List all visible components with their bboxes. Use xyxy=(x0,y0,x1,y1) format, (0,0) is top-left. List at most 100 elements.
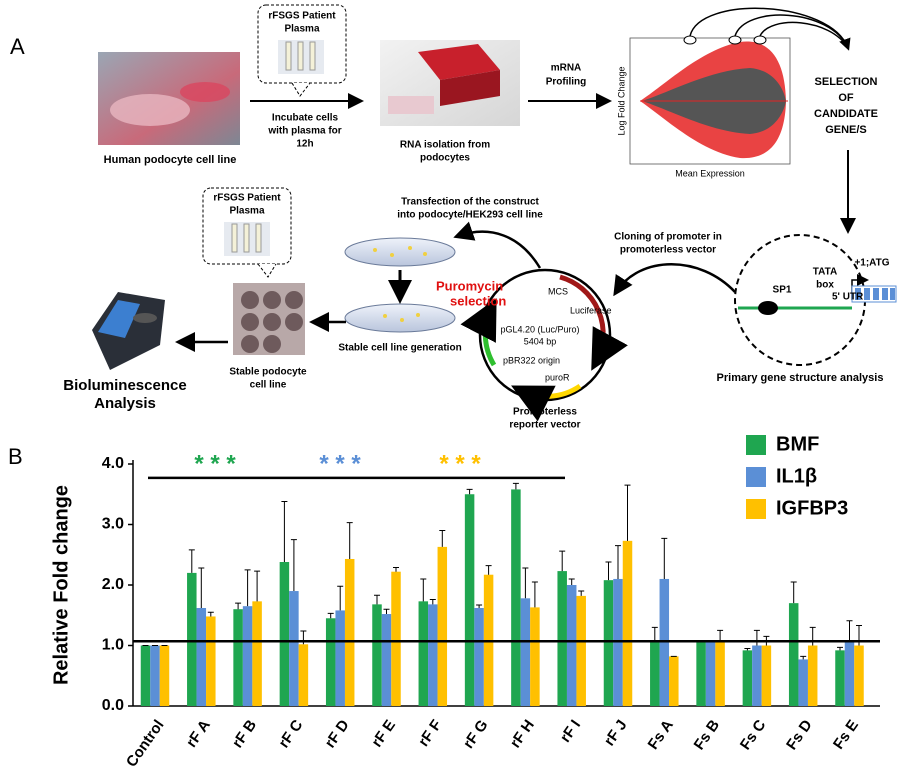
axis-label: Log Fold Change xyxy=(616,66,626,135)
puro-arc xyxy=(511,383,582,422)
plasmid-text: Luciferase xyxy=(570,305,612,315)
bar xyxy=(788,603,799,706)
step-text: GENE/S xyxy=(825,124,867,136)
step-text: promoterless vector xyxy=(620,245,716,256)
bar xyxy=(752,645,762,706)
bar xyxy=(279,562,290,706)
step-text: OF xyxy=(838,92,854,104)
error-bar xyxy=(753,629,760,646)
error-bar xyxy=(624,484,631,541)
bar xyxy=(622,540,633,706)
bar xyxy=(715,642,725,706)
error-bar xyxy=(466,488,473,495)
caption: Stable cell line generation xyxy=(338,343,461,354)
bar xyxy=(418,601,429,706)
error-bar xyxy=(578,590,585,596)
error-bar xyxy=(485,565,492,575)
y-tick-label: 1.0 xyxy=(102,637,124,654)
gene-text: box xyxy=(816,280,834,291)
gene-text: +1;ATG xyxy=(854,258,889,269)
step-text: Cloning of promoter in xyxy=(614,232,722,243)
legend-swatch xyxy=(746,435,766,455)
error-bar xyxy=(429,599,436,605)
y-tick-label: 3.0 xyxy=(102,516,124,533)
step-text: into podocyte/HEK293 cell line xyxy=(397,210,543,221)
bar xyxy=(650,642,660,706)
bar xyxy=(233,609,243,706)
bar xyxy=(298,644,309,706)
legend-label: BMF xyxy=(776,433,819,455)
kit-tubes xyxy=(388,96,434,114)
exon-blocks xyxy=(855,288,895,300)
bar xyxy=(511,489,521,706)
error-bar xyxy=(207,611,214,617)
x-tick-label: Fs B xyxy=(691,717,724,754)
tubes xyxy=(224,222,270,256)
caption: RNA isolation from xyxy=(400,140,490,151)
well-plate xyxy=(110,94,190,126)
bar xyxy=(705,642,716,706)
bar xyxy=(150,645,160,706)
caption: reporter vector xyxy=(509,420,580,431)
kit-box xyxy=(418,44,500,80)
error-bar xyxy=(661,537,668,579)
plasmid-text: MCS xyxy=(548,286,568,296)
y-axis-title: Relative Fold change xyxy=(50,485,72,685)
bar xyxy=(696,642,706,706)
legend-label: IL1β xyxy=(776,465,817,487)
panel-label: A xyxy=(10,34,25,59)
x-tick-label: rF D xyxy=(322,717,353,751)
bar xyxy=(807,645,818,706)
bar xyxy=(566,585,577,706)
error-bar xyxy=(531,581,538,608)
error-bar xyxy=(837,646,843,651)
x-tick-label: Fs A xyxy=(645,717,677,753)
error-bar xyxy=(522,567,529,599)
bar xyxy=(742,650,753,706)
caption: Human podocyte cell line xyxy=(104,154,237,166)
bar xyxy=(196,607,207,706)
error-bar xyxy=(559,550,566,572)
error-bar xyxy=(615,545,621,579)
bar xyxy=(289,591,299,706)
error-bar xyxy=(846,620,853,641)
step-text: 12h xyxy=(296,139,313,150)
error-bar xyxy=(605,561,612,581)
axis-label: Mean Expression xyxy=(675,168,745,178)
y-tick-label: 4.0 xyxy=(102,455,124,472)
step-text: Incubate cells xyxy=(272,113,339,124)
significance-stars: * * * xyxy=(439,450,481,477)
kit-box xyxy=(440,70,500,106)
bar xyxy=(603,580,614,706)
arrow xyxy=(759,21,849,49)
arrow xyxy=(453,221,542,269)
caption: Stable podocyte xyxy=(229,367,307,378)
bar xyxy=(187,572,197,706)
bubble-text: Plasma xyxy=(284,24,319,35)
bar xyxy=(252,601,262,706)
bar xyxy=(835,650,845,706)
highlight-text: selection xyxy=(450,293,506,308)
error-bar xyxy=(244,569,251,607)
error-bar xyxy=(374,594,380,605)
bubble-text: rFSGS Patient xyxy=(268,11,336,22)
bar xyxy=(335,610,345,706)
x-tick-label: rF G xyxy=(460,717,492,752)
caption: Promoterless xyxy=(513,407,577,418)
bar xyxy=(798,659,808,706)
error-bar xyxy=(568,578,575,585)
arrow xyxy=(734,14,849,49)
legend-label: IGFBP3 xyxy=(776,497,848,519)
highlight-text: Puromycin xyxy=(436,278,503,293)
plasmid-text: 5404 bp xyxy=(524,336,557,346)
y-tick-label: 2.0 xyxy=(102,576,124,593)
error-bar xyxy=(337,585,344,611)
sp1-site xyxy=(758,301,778,315)
x-tick-label: Fs E xyxy=(830,717,862,753)
ma-plot xyxy=(629,35,791,165)
panel-label: B xyxy=(8,444,23,469)
wells xyxy=(241,291,303,353)
x-tick-label: rF F xyxy=(415,717,445,750)
plasmid-text: puroR xyxy=(545,372,570,382)
